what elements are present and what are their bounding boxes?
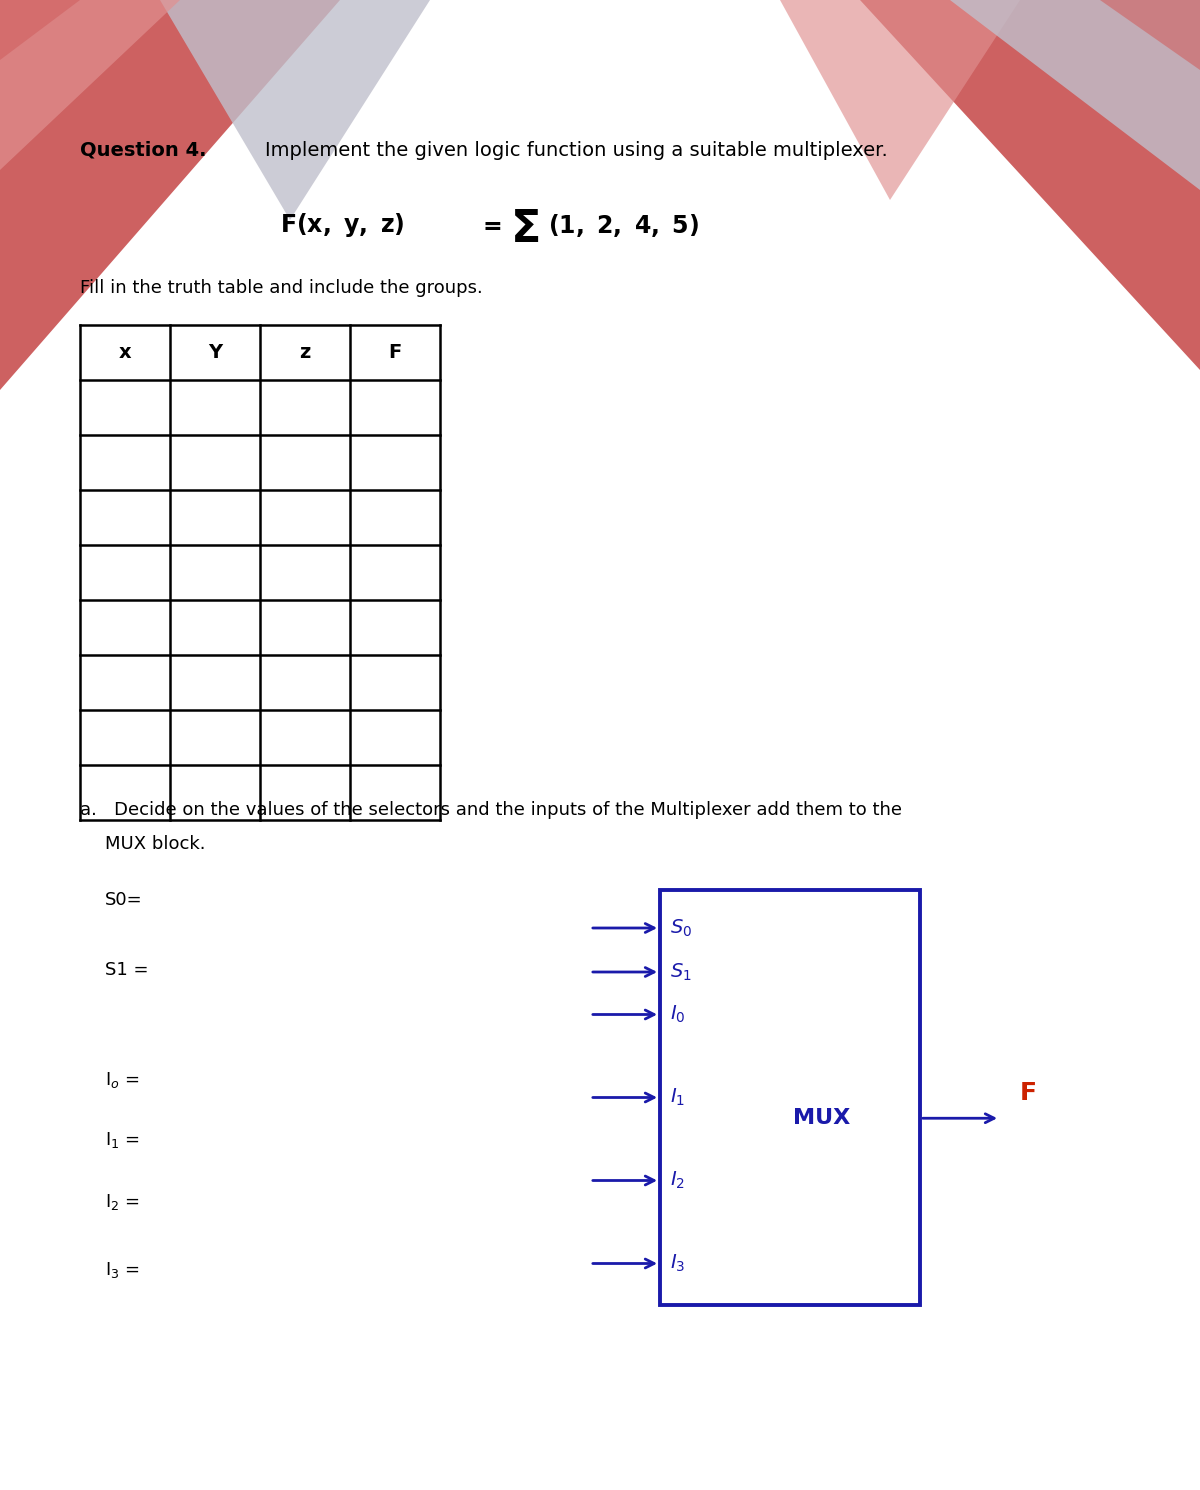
Text: MUX block.: MUX block. [106, 834, 205, 852]
Text: MUX: MUX [792, 1109, 850, 1128]
Text: F: F [1020, 1082, 1037, 1106]
Text: $I_3$: $I_3$ [670, 1253, 685, 1274]
Text: I$_3$ =: I$_3$ = [106, 1261, 140, 1280]
Polygon shape [780, 0, 1020, 200]
Polygon shape [1100, 0, 1200, 70]
Text: Y: Y [208, 343, 222, 362]
Text: $I_2$: $I_2$ [670, 1170, 685, 1191]
Text: $I_0$: $I_0$ [670, 1004, 685, 1025]
Text: $\mathbf{=}$: $\mathbf{=}$ [478, 213, 502, 237]
Polygon shape [950, 0, 1200, 191]
Text: x: x [119, 343, 131, 362]
Polygon shape [160, 0, 430, 221]
Text: I$_2$ =: I$_2$ = [106, 1192, 140, 1211]
Text: $\mathbf{(1,\ 2,\ 4,\ 5)}$: $\mathbf{(1,\ 2,\ 4,\ 5)}$ [548, 212, 700, 238]
Polygon shape [0, 0, 340, 390]
Polygon shape [0, 0, 80, 60]
Text: Question 4.: Question 4. [80, 140, 206, 159]
Text: I$_1$ =: I$_1$ = [106, 1129, 140, 1150]
Text: $S_0$: $S_0$ [670, 918, 692, 939]
Text: a.   Decide on the values of the selectors and the inputs of the Multiplexer add: a. Decide on the values of the selectors… [80, 802, 902, 820]
Text: Fill in the truth table and include the groups.: Fill in the truth table and include the … [80, 279, 482, 297]
Text: $\mathbf{F(x,\ y,\ z)}$: $\mathbf{F(x,\ y,\ z)}$ [280, 212, 404, 238]
Text: $S_1$: $S_1$ [670, 961, 691, 982]
Bar [660, 890, 920, 1305]
Polygon shape [860, 0, 1200, 370]
Text: Implement the given logic function using a suitable multiplexer.: Implement the given logic function using… [265, 140, 888, 159]
Polygon shape [0, 0, 180, 170]
Text: I$_o$ =: I$_o$ = [106, 1070, 139, 1091]
Text: z: z [299, 343, 311, 362]
Text: S0=: S0= [106, 891, 143, 909]
Text: $I_1$: $I_1$ [670, 1086, 685, 1109]
Text: F: F [389, 343, 402, 362]
Text: $\bf\Sigma$: $\bf\Sigma$ [510, 207, 539, 250]
Text: S1 =: S1 = [106, 961, 149, 979]
